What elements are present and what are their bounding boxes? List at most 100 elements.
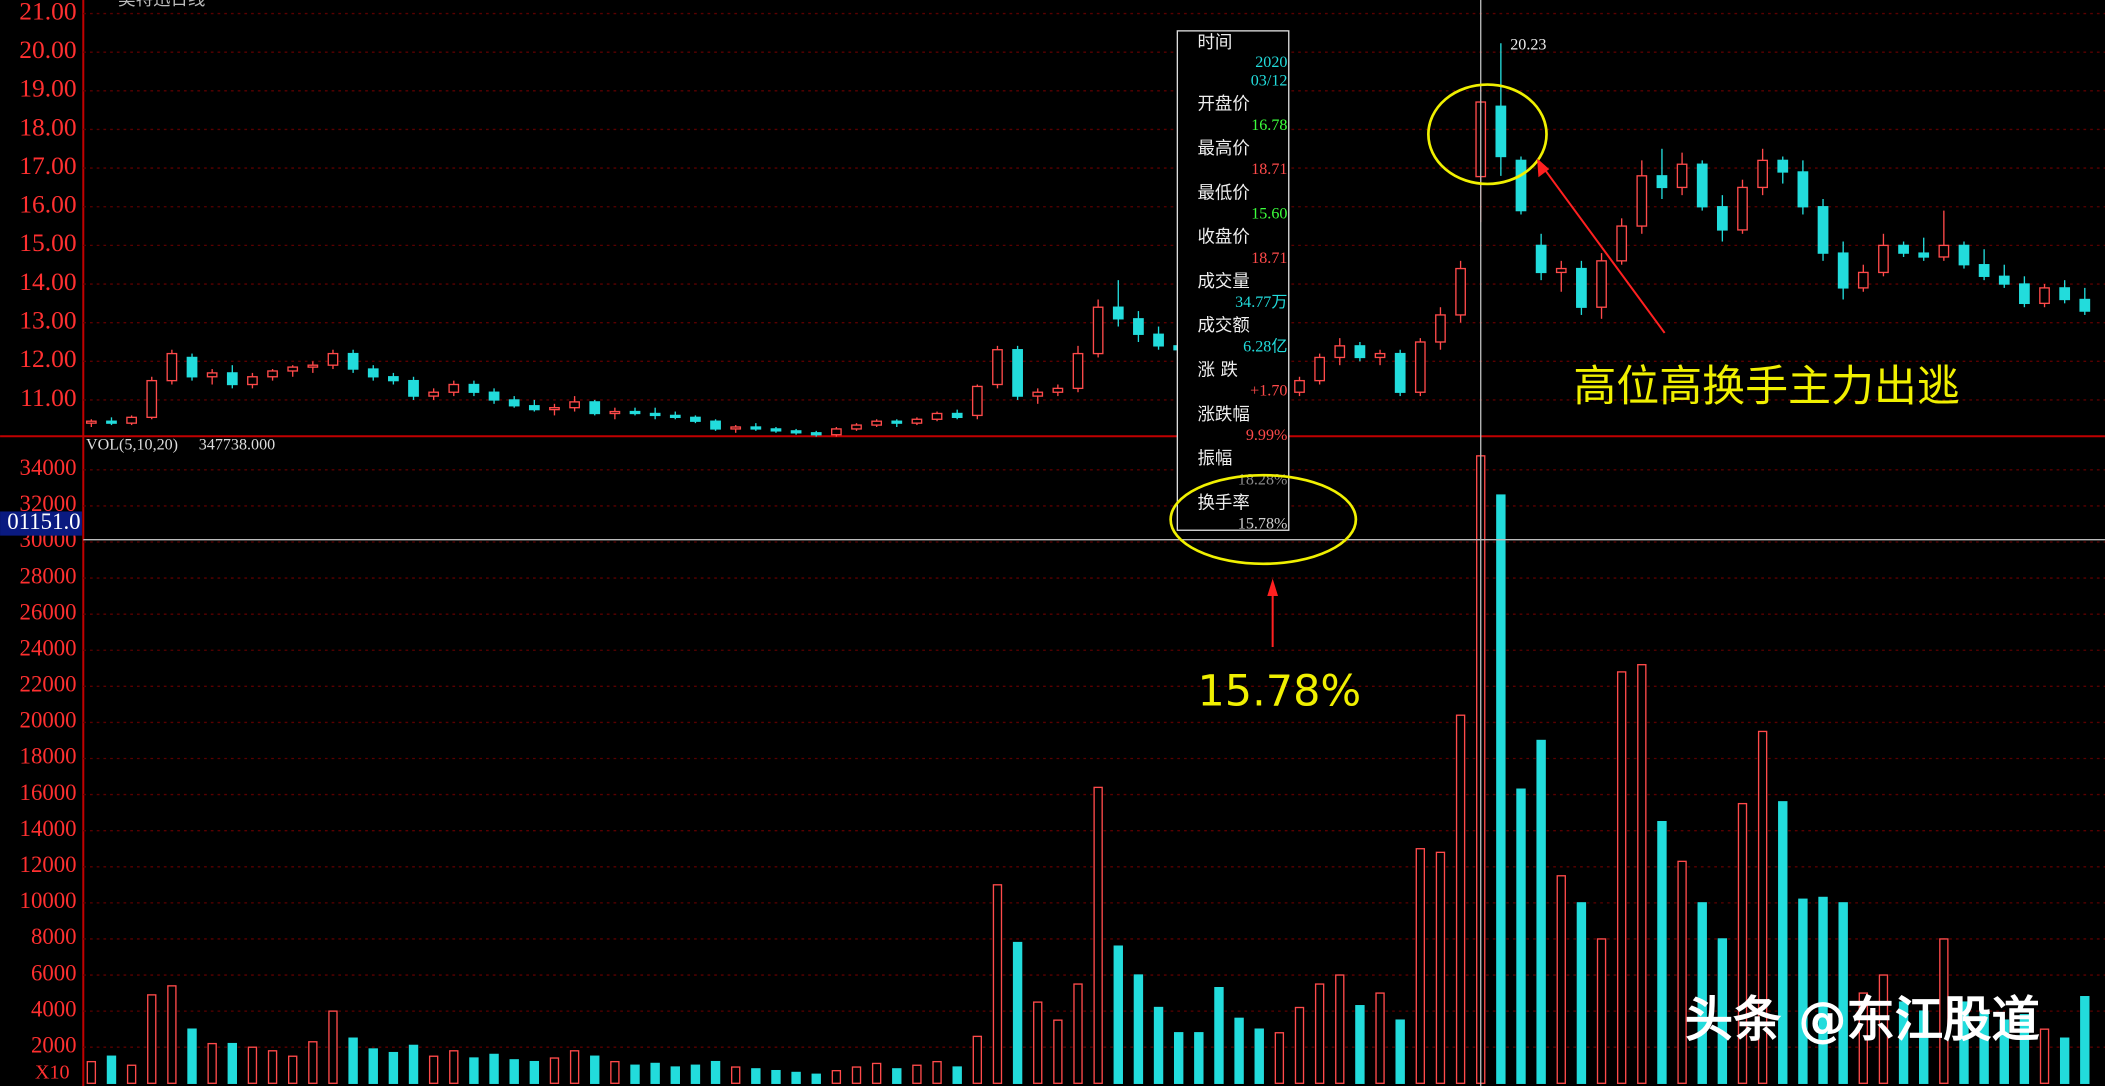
volume-bar xyxy=(1757,730,1768,1084)
volume-current: 347738.000 xyxy=(199,436,275,453)
volume-bar xyxy=(549,1057,560,1084)
candle-body xyxy=(408,379,419,397)
volume-bar xyxy=(1798,898,1808,1084)
candle-body xyxy=(1898,244,1909,254)
candle-body xyxy=(2059,287,2071,301)
candle-body xyxy=(1133,318,1144,335)
candle-body xyxy=(508,399,520,407)
volume-bar xyxy=(1234,1017,1244,1084)
candle-body xyxy=(1696,163,1708,208)
candle-body xyxy=(1354,345,1366,359)
candle-body xyxy=(1555,267,1567,274)
candle-body xyxy=(1998,275,2010,285)
candle-body xyxy=(1837,252,1849,289)
volume-bar xyxy=(811,1073,821,1084)
y-tick-label: 19.00 xyxy=(19,74,76,103)
candle-body xyxy=(1716,206,1728,231)
volume-bar xyxy=(932,1060,942,1084)
candle-body xyxy=(206,372,218,378)
volume-bar xyxy=(1274,1032,1285,1084)
candle-body xyxy=(911,418,923,424)
candle-body xyxy=(1052,387,1064,393)
candle-body xyxy=(1032,391,1044,397)
volume-bar xyxy=(489,1053,499,1084)
volume-bar xyxy=(1898,1001,1909,1084)
candle-body xyxy=(831,428,842,436)
candle-body xyxy=(609,410,621,415)
volume-bar xyxy=(710,1060,721,1084)
volume-unit: X10 xyxy=(35,1062,70,1084)
candle-body xyxy=(528,405,540,411)
high-label: 20.23 xyxy=(1510,37,1546,54)
tooltip-label: 涨跌幅 xyxy=(1197,405,1249,425)
volume-bar xyxy=(1999,1019,2009,1084)
candle-body xyxy=(307,364,319,368)
candle-body xyxy=(347,352,359,370)
volume-bar xyxy=(1778,801,1788,1084)
candle-body xyxy=(629,410,641,415)
arrow-head xyxy=(1537,158,1550,178)
tooltip-value: 18.71 xyxy=(1251,161,1287,178)
tooltip-value: 18.71 xyxy=(1251,250,1287,267)
volume-bar xyxy=(509,1059,519,1084)
volume-bar xyxy=(1516,788,1526,1084)
candle-body xyxy=(1314,356,1326,382)
tooltip-day: 03/12 xyxy=(1251,73,1288,90)
candle-body xyxy=(891,420,903,424)
volume-bar xyxy=(1657,820,1667,1084)
y-tick-label: 20.00 xyxy=(19,35,76,64)
volume-bar xyxy=(207,1042,217,1084)
volume-bar xyxy=(308,1041,318,1084)
candle-body xyxy=(468,383,480,393)
volume-bar xyxy=(670,1066,680,1084)
candle-body xyxy=(226,372,238,386)
volume-bar xyxy=(952,1066,962,1084)
volume-bar xyxy=(610,1060,620,1084)
volume-bar xyxy=(650,1062,660,1084)
tooltip: 时间 2020 03/12 开盘价16.78最高价18.71最低价15.60收盘… xyxy=(1176,30,1290,533)
volume-bar xyxy=(2059,1037,2070,1084)
y-tick-label: 22000 xyxy=(20,672,77,697)
y-tick-label: 15.00 xyxy=(19,228,76,257)
tooltip-label: 成交额 xyxy=(1197,316,1249,336)
candle-body xyxy=(1576,267,1587,308)
y-tick-label: 8000 xyxy=(31,924,77,949)
candle-body xyxy=(1394,352,1406,393)
volume-bar xyxy=(1113,945,1123,1084)
candle-body xyxy=(810,432,822,436)
volume-bar xyxy=(1073,983,1083,1084)
volume-bar xyxy=(1194,1032,1204,1084)
tooltip-value: 34.77万 xyxy=(1235,294,1287,311)
tooltip-label: 涨 跌 xyxy=(1197,361,1237,381)
candle-body xyxy=(1414,341,1426,393)
volume-bar xyxy=(529,1060,540,1084)
volume-bar xyxy=(1033,1001,1043,1084)
candle-body xyxy=(992,349,1003,386)
candle-body xyxy=(1777,159,1789,173)
candle-body xyxy=(1676,163,1688,189)
volume-bar xyxy=(630,1064,640,1084)
y-tick-label: 26000 xyxy=(20,599,77,624)
volume-bar xyxy=(892,1068,902,1084)
highlight-ellipse xyxy=(1427,83,1548,186)
candle-body xyxy=(1072,352,1084,390)
volume-bar xyxy=(1214,986,1224,1084)
candle-body xyxy=(690,416,701,422)
y-tick-label: 10000 xyxy=(20,888,77,913)
candle-body xyxy=(971,385,983,417)
candle-body xyxy=(1918,252,1930,258)
volume-bar xyxy=(288,1055,298,1084)
volume-bar xyxy=(1536,739,1546,1084)
volume-bar xyxy=(751,1068,761,1084)
crosshair-label-box xyxy=(0,511,82,536)
candle-body xyxy=(669,414,681,419)
candle-body xyxy=(951,412,963,419)
volume-bar xyxy=(1737,802,1748,1084)
tooltip-label: 开盘价 xyxy=(1197,95,1249,115)
volume-bar xyxy=(348,1037,358,1084)
y-tick-label: 16.00 xyxy=(19,190,76,219)
tooltip-label: 最高价 xyxy=(1197,139,1249,159)
candle-body xyxy=(267,370,278,378)
y-tick-label: 28000 xyxy=(20,563,77,588)
